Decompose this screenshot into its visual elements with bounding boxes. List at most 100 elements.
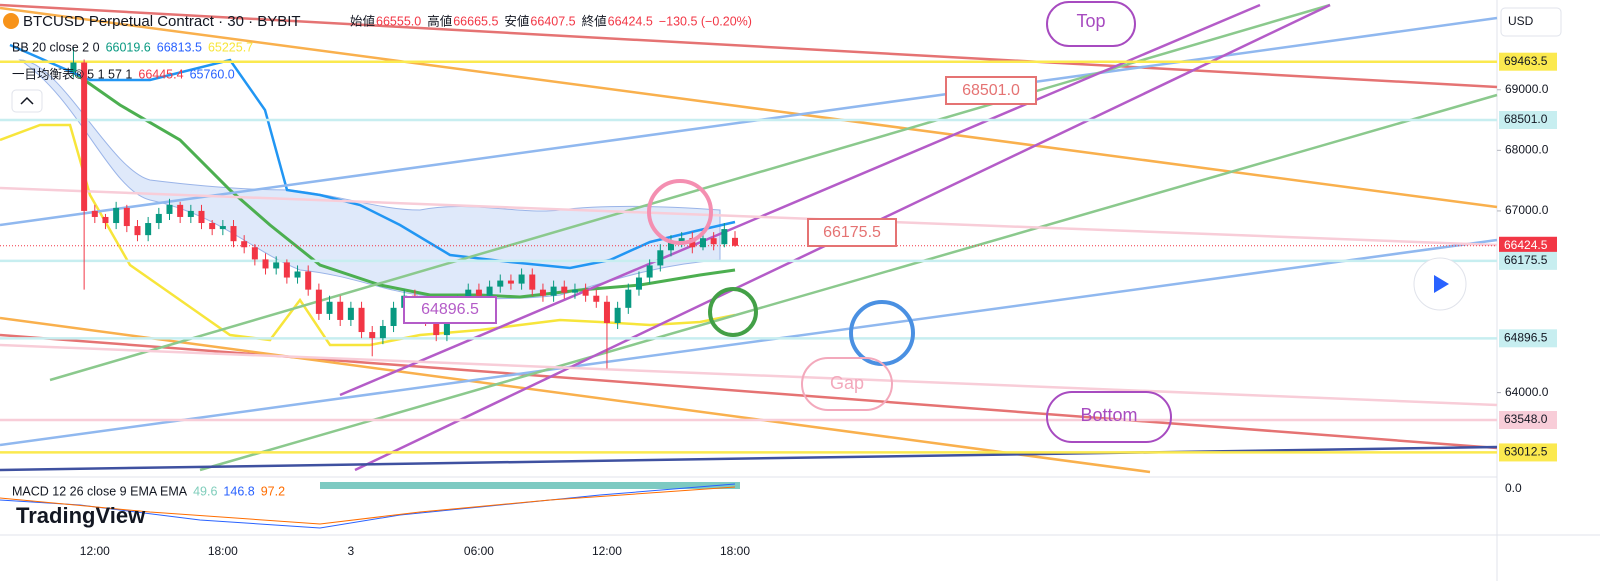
candle-body — [102, 216, 109, 224]
candle-body — [283, 262, 290, 278]
price-levels — [0, 60, 1497, 454]
candle-body — [561, 286, 568, 293]
candle-body — [603, 301, 610, 323]
ohlc-label: 安値 — [504, 13, 529, 28]
candle-body — [657, 250, 664, 266]
candle-body — [529, 274, 536, 290]
candle-body — [539, 289, 546, 296]
ohlc-label: 終値 — [582, 13, 607, 28]
candle-body — [593, 295, 600, 302]
price-label-box — [1499, 411, 1557, 430]
candle-body — [358, 307, 365, 333]
ohlc-value: 66555.0 — [376, 14, 421, 28]
x-tick-label: 12:00 — [592, 544, 622, 558]
candle-body — [732, 237, 738, 246]
price-label: 68501.0 — [1504, 112, 1548, 126]
stickers — [403, 1, 1172, 443]
x-tick-label: 18:00 — [720, 544, 750, 558]
y-tick-label: 68000.0 — [1505, 143, 1549, 157]
price-label: 64896.5 — [1504, 330, 1548, 344]
price-label-box — [1499, 110, 1557, 129]
play-icon — [1434, 275, 1449, 293]
indicator-value: 65760.0 — [190, 67, 235, 81]
price-label: 66175.5 — [1504, 253, 1548, 267]
indicator-name: BB 20 close 2 0 — [12, 40, 100, 54]
candle-body — [113, 207, 120, 224]
bb-basis — [69, 68, 736, 299]
ohlc-label: 高値 — [427, 13, 452, 28]
trend-line — [0, 316, 1151, 474]
trend-line — [0, 343, 1498, 407]
indicator-value: 146.8 — [223, 484, 254, 498]
indicator-value: 49.6 — [193, 484, 217, 498]
trend-line — [0, 16, 1498, 227]
price-label: 63548.0 — [1504, 412, 1548, 426]
macd-histogram — [320, 482, 740, 489]
ohlc: 始値 66555.0 高値 66665.5 安値 66407.5 終値 66424.5 −130… — [350, 13, 752, 28]
indicator-value: 97.2 — [261, 484, 285, 498]
candle-body — [369, 332, 376, 339]
candle-body — [198, 210, 205, 224]
candle-body — [294, 271, 301, 278]
candle-body — [710, 238, 717, 245]
drawings — [0, 3, 1498, 474]
gap-bubble — [801, 357, 893, 411]
candle-body — [689, 238, 696, 248]
currency-button[interactable] — [1500, 7, 1562, 37]
candle-body — [337, 301, 344, 320]
candle-body — [507, 280, 514, 284]
callout: 64896.5 — [421, 301, 479, 318]
candle-body — [315, 289, 322, 314]
macd-zero: 0.0 — [1505, 481, 1522, 495]
currency: USD — [1508, 14, 1534, 28]
price-label-box — [1499, 236, 1557, 255]
candle-body — [262, 259, 269, 269]
neutral-face — [708, 287, 758, 337]
candle-body — [251, 247, 258, 260]
indicator-value: 65225.7 — [208, 40, 253, 54]
trend-line — [0, 445, 1498, 472]
candle-body — [123, 207, 130, 227]
symbol: BTCUSD Perpetual Contract · 30 · BYBIT — [23, 13, 301, 30]
price-label-box — [1499, 443, 1557, 462]
price-label: 69463.5 — [1504, 54, 1548, 68]
y-tick-label: 69000.0 — [1505, 82, 1549, 96]
bottom-bubble — [1046, 391, 1172, 443]
ohlc-value: 66424.5 — [608, 14, 653, 28]
annotation: Top — [1076, 11, 1105, 31]
callout-box — [403, 296, 497, 324]
candle-body — [518, 274, 525, 284]
candle-body — [241, 241, 248, 248]
x-tick-label: 3 — [348, 544, 355, 558]
candle-body — [614, 307, 621, 323]
x-tick-label: 18:00 — [208, 544, 238, 558]
change: −130.5 (−0.20%) — [659, 14, 752, 28]
candle-body — [635, 277, 642, 290]
indicator-name: MACD 12 26 close 9 EMA EMA — [12, 484, 188, 498]
trend-line — [339, 3, 1261, 397]
callout-box — [945, 76, 1037, 105]
indicator-name: 一目均衡表® 5 1 57 1 — [12, 67, 132, 81]
candle-body — [721, 229, 728, 245]
indicator-value: 66445.4 — [138, 67, 183, 81]
trend-line — [0, 238, 1498, 447]
candle-body — [625, 289, 632, 308]
trend-line — [0, 6, 1498, 209]
candle-body — [326, 301, 333, 314]
candle-body — [155, 213, 162, 224]
ohlc-value: 66665.5 — [453, 14, 498, 28]
candle-body — [475, 289, 482, 296]
y-tick-label: 67000.0 — [1505, 203, 1549, 217]
collapse-button[interactable] — [11, 89, 43, 113]
trend-line — [49, 3, 1331, 382]
trend-line — [199, 93, 1498, 472]
x-tick-label: 06:00 — [464, 544, 494, 558]
candle-body — [550, 286, 557, 296]
candle-body — [145, 223, 152, 236]
candle-body — [177, 204, 184, 217]
candle-body — [678, 238, 685, 242]
candle-body — [273, 262, 280, 269]
callout-box — [807, 218, 897, 247]
trend-line — [0, 3, 1498, 89]
